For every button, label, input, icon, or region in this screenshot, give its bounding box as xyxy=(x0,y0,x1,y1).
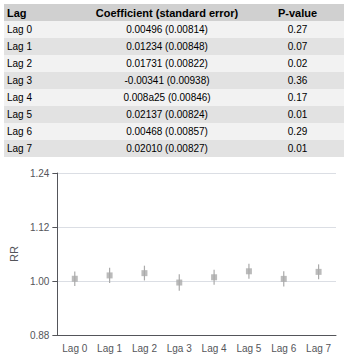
svg-text:1.00: 1.00 xyxy=(30,276,50,287)
svg-text:Lag 1: Lag 1 xyxy=(97,343,122,354)
svg-text:Lag 2: Lag 2 xyxy=(132,343,157,354)
svg-text:Lag 3: Lag 3 xyxy=(7,75,32,86)
svg-text:Coefficient (standard error): Coefficient (standard error) xyxy=(96,7,239,19)
svg-text:Lag 5: Lag 5 xyxy=(7,109,32,120)
svg-text:Lag: Lag xyxy=(7,7,27,19)
svg-text:Lga 3: Lga 3 xyxy=(167,343,192,354)
svg-text:RR: RR xyxy=(8,246,20,262)
svg-text:0.02: 0.02 xyxy=(288,58,308,69)
svg-text:Lag 0: Lag 0 xyxy=(7,24,32,35)
svg-text:0.00468 (0.00857): 0.00468 (0.00857) xyxy=(126,126,208,137)
svg-text:0.01234 (0.00848): 0.01234 (0.00848) xyxy=(126,41,208,52)
svg-text:0.00496 (0.00814): 0.00496 (0.00814) xyxy=(126,24,208,35)
svg-text:0.07: 0.07 xyxy=(288,41,308,52)
svg-text:0.27: 0.27 xyxy=(288,24,308,35)
svg-text:0.88: 0.88 xyxy=(30,330,50,341)
svg-text:0.36: 0.36 xyxy=(288,75,308,86)
svg-text:Lag 7: Lag 7 xyxy=(306,343,331,354)
svg-text:P-value: P-value xyxy=(278,7,317,19)
svg-text:0.17: 0.17 xyxy=(288,92,308,103)
svg-text:Lag 6: Lag 6 xyxy=(271,343,296,354)
svg-text:0.29: 0.29 xyxy=(288,126,308,137)
svg-text:1.12: 1.12 xyxy=(30,222,50,233)
svg-text:1.24: 1.24 xyxy=(30,168,50,179)
svg-text:Lag 5: Lag 5 xyxy=(236,343,261,354)
svg-text:Lag 6: Lag 6 xyxy=(7,126,32,137)
svg-text:0.008a25 (0.00846): 0.008a25 (0.00846) xyxy=(123,92,210,103)
svg-text:-0.00341 (0.00938): -0.00341 (0.00938) xyxy=(125,75,210,86)
svg-text:Lag 4: Lag 4 xyxy=(7,92,32,103)
svg-text:0.01731 (0.00822): 0.01731 (0.00822) xyxy=(126,58,208,69)
svg-text:Lag 2: Lag 2 xyxy=(7,58,32,69)
svg-text:Lag 0: Lag 0 xyxy=(62,343,87,354)
svg-text:0.02010 (0.00827): 0.02010 (0.00827) xyxy=(126,143,208,154)
svg-text:Lag 4: Lag 4 xyxy=(202,343,227,354)
svg-text:0.01: 0.01 xyxy=(288,109,308,120)
svg-text:0.01: 0.01 xyxy=(288,143,308,154)
svg-text:Lag 7: Lag 7 xyxy=(7,143,32,154)
svg-text:0.02137 (0.00824): 0.02137 (0.00824) xyxy=(126,109,208,120)
svg-text:Lag 1: Lag 1 xyxy=(7,41,32,52)
